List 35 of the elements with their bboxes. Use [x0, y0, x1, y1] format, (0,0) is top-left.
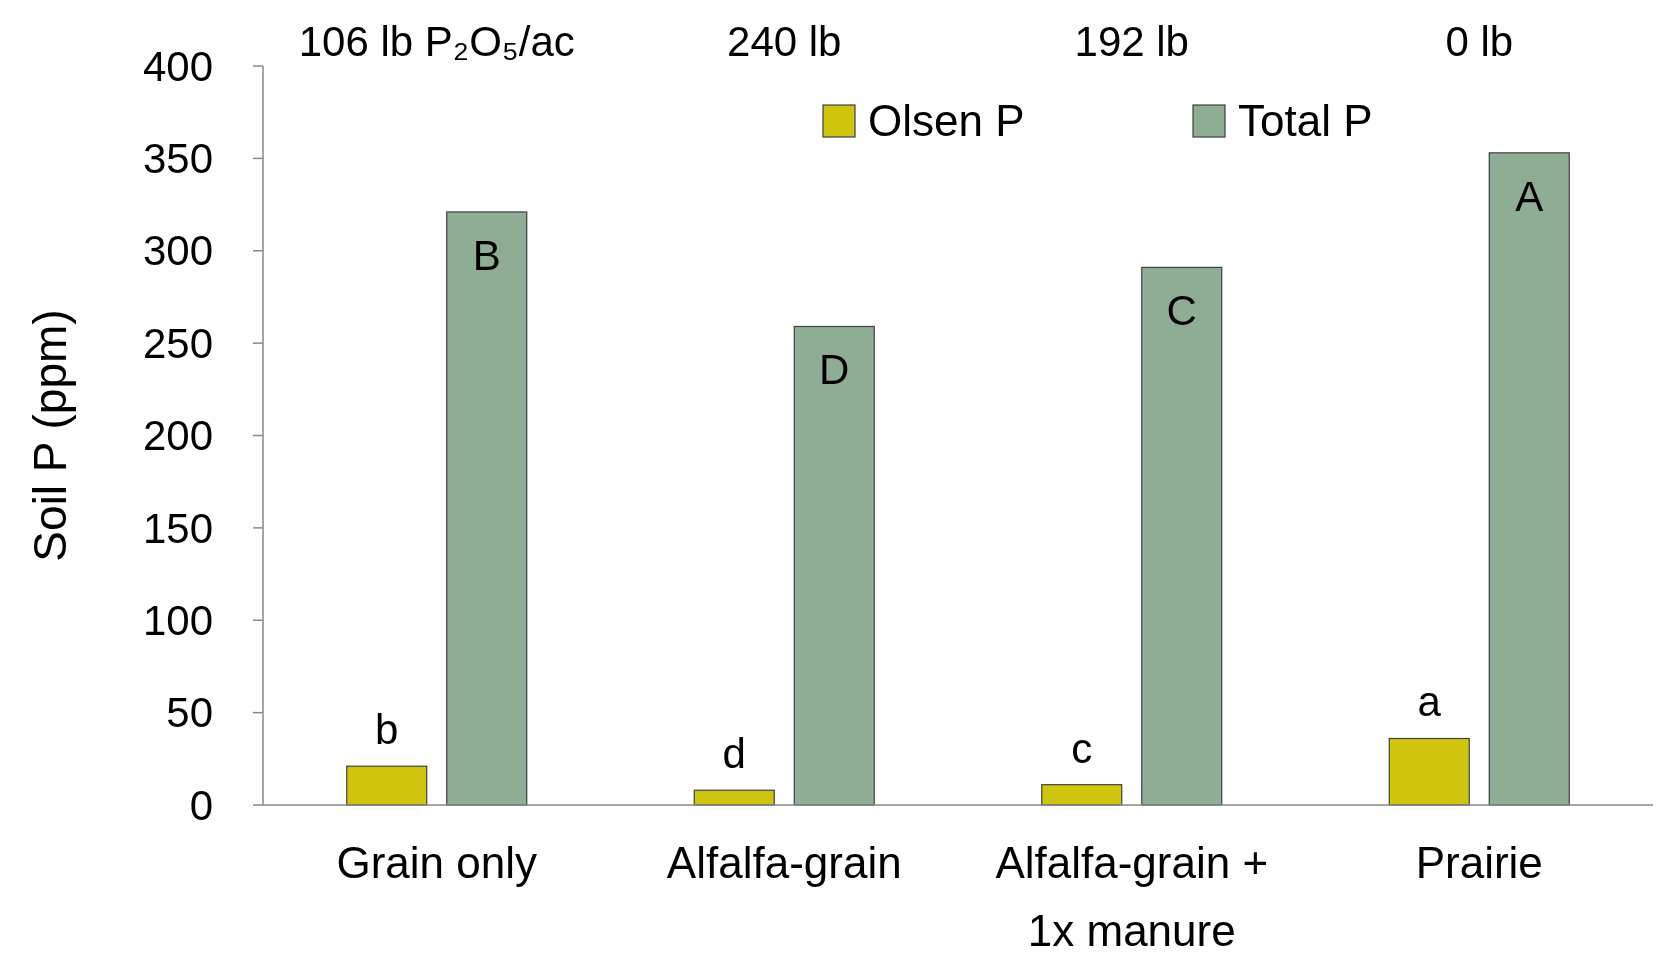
- y-tick-label: 250: [142, 319, 213, 367]
- annotation: c: [1071, 724, 1093, 772]
- x-tick-label: Prairie: [1415, 838, 1543, 887]
- annotation: d: [722, 730, 746, 778]
- annotation: D: [819, 346, 850, 394]
- annotation: A: [1515, 172, 1544, 220]
- y-tick-label: 100: [142, 596, 213, 644]
- legend-label: Total P: [1238, 96, 1373, 146]
- y-tick-label: 0: [189, 781, 213, 829]
- text: 0 lb: [1445, 18, 1514, 65]
- y-tick-label: 350: [142, 135, 213, 183]
- annotation: a: [1417, 678, 1442, 726]
- text: 240 lb: [727, 18, 842, 65]
- annotation: b: [375, 706, 399, 754]
- bar: [1388, 737, 1470, 806]
- text: 192 lb: [1074, 18, 1189, 65]
- annotation: C: [1166, 287, 1197, 335]
- x-tick-label: Alfalfa-grain + 1x manure: [995, 838, 1269, 955]
- y-tick-label: 400: [142, 42, 213, 90]
- x-tick-label: Alfalfa-grain: [666, 838, 902, 887]
- y-tick-label: 50: [166, 689, 213, 737]
- text: 106 lb P₂O₅/ac: [298, 18, 575, 65]
- y-tick-label: 200: [142, 412, 213, 460]
- bar: [1488, 152, 1570, 806]
- legend-label: Olsen P: [868, 96, 1025, 146]
- bar: [1041, 784, 1123, 806]
- y-tick-label: 150: [142, 504, 213, 552]
- y-tick-label: 300: [142, 227, 213, 275]
- bar: [346, 765, 428, 806]
- bar: [446, 211, 528, 806]
- bar: [793, 325, 875, 806]
- bar: [1141, 266, 1223, 806]
- y-axis-title: Soil P (ppm): [24, 309, 76, 562]
- annotation: B: [472, 231, 501, 279]
- x-tick-label: Grain only: [336, 838, 538, 887]
